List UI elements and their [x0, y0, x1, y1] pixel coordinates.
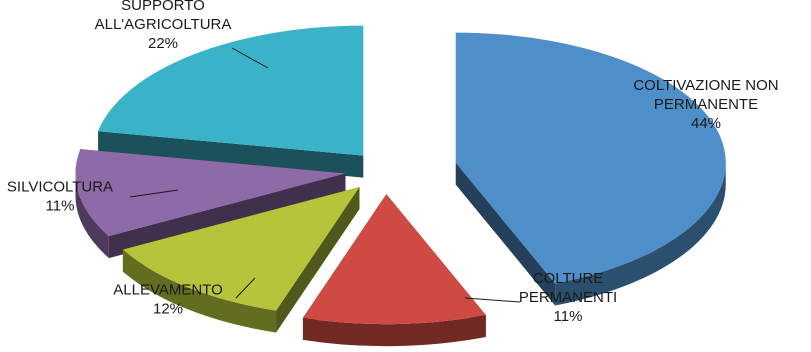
pie-slice-2: [122, 186, 360, 333]
pie-slice-1: [302, 194, 486, 347]
slice-name-2-0: ALLEVAMENTO: [113, 281, 222, 298]
slice-name-4-0: SUPPORTO: [121, 0, 205, 14]
pie-slice-3: [75, 149, 346, 259]
slice-name-1-0: COLTURE: [533, 270, 604, 287]
slice-value-2: 12%: [153, 300, 183, 317]
pie-slice-top-0: [455, 32, 726, 284]
slice-label-3: SILVICOLTURA 11%: [7, 178, 179, 214]
pie-labels: COLTIVAZIONE NON PERMANENTE 44% COLTURE PERM…: [7, 0, 779, 325]
pie-slice-top-1: [302, 194, 486, 325]
slice-name-0-1: PERMANENTE: [654, 96, 758, 113]
pie-slice-0: [455, 32, 726, 306]
pie-slice-wall-3-0: [108, 173, 346, 259]
pie-slice-top-2: [122, 186, 360, 311]
slice-value-4: 22%: [148, 35, 178, 52]
pie-slice-4: [98, 25, 364, 178]
pie-slice-top-4: [98, 25, 364, 156]
slice-name-1-1: PERMANENTI: [519, 289, 617, 306]
slice-name-4-1: ALL'AGRICOLTURA: [95, 16, 232, 33]
pie-slice-rim-2-0: [122, 249, 277, 333]
pie-slice-top-3: [75, 149, 346, 237]
slice-value-1: 11%: [554, 308, 583, 325]
slice-name-0-0: COLTIVAZIONE NON: [633, 77, 778, 94]
pie-slices: [75, 25, 726, 347]
pie-slice-wall-2-0: [276, 186, 360, 333]
slice-value-3: 11%: [46, 197, 75, 214]
pie-slice-rim-1-0: [302, 315, 486, 347]
slice-label-1: COLTURE PERMANENTI 11%: [464, 270, 617, 325]
leader-line-1: [464, 297, 521, 303]
slice-name-3-0: SILVICOLTURA: [7, 178, 113, 195]
pie-slice-rim-3-0: [75, 173, 109, 259]
pie-slice-wall-4-0: [98, 131, 364, 178]
pie-slice-rim-0-0: [555, 162, 726, 306]
leader-line-3: [129, 189, 179, 198]
slice-label-0: COLTIVAZIONE NON PERMANENTE 44%: [633, 77, 778, 132]
slice-label-4: SUPPORTO ALL'AGRICOLTURA 22%: [95, 0, 269, 69]
slice-value-0: 44%: [691, 115, 721, 132]
leader-line-4: [231, 47, 269, 69]
pie-slice-wall-0-1: [455, 162, 556, 306]
leader-line-2: [235, 277, 256, 299]
slice-label-2: ALLEVAMENTO 12%: [113, 277, 256, 317]
